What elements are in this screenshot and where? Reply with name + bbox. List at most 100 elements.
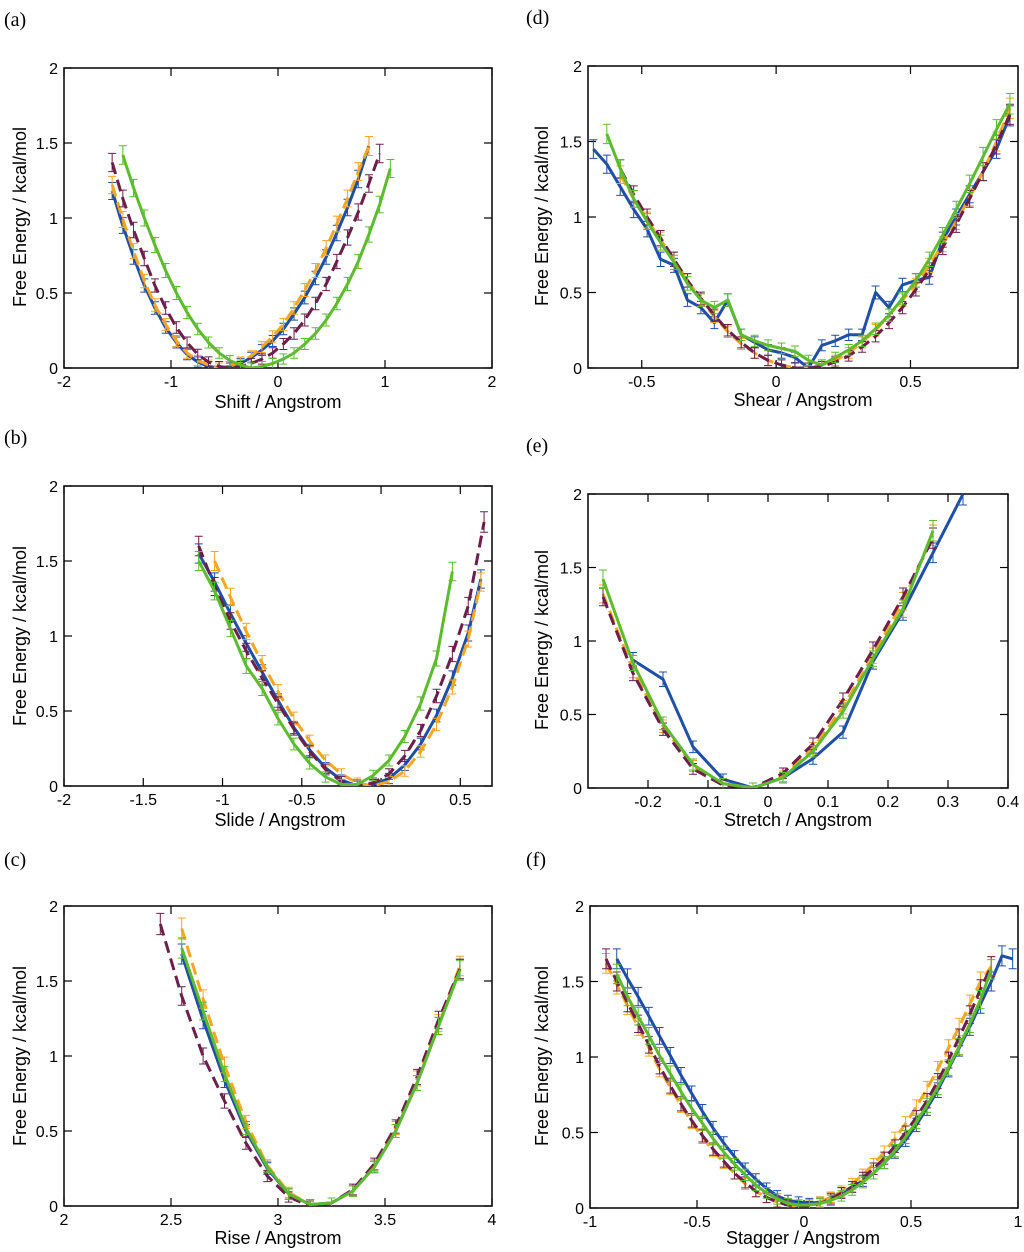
error-bar [364,174,373,193]
x-tick-label: 4 [488,1212,497,1229]
y-tick-label: 0 [49,779,58,796]
error-bar [464,596,473,616]
error-bar [290,301,299,315]
series-line-green [180,947,462,1206]
error-bar [643,213,652,230]
error-bar [241,1136,250,1150]
error-bar [416,745,425,758]
y-tick-label: 0 [49,1199,58,1216]
error-bar [210,581,219,601]
error-bar [659,671,667,687]
error-bar [226,587,235,607]
error-bar [955,1037,964,1056]
error-bar [150,278,159,293]
error-bar [644,1006,653,1026]
error-bar [289,737,298,751]
x-tick-label: -1 [215,792,229,809]
y-tick-label: 1 [573,210,582,227]
series-line-green [601,530,935,788]
error-bar [634,1006,643,1026]
error-bar [762,1187,771,1199]
error-bar [150,237,159,253]
error-bar [602,948,611,970]
x-tick-label: 3.5 [374,1212,396,1229]
error-bar [1005,93,1014,115]
error-bar [150,298,159,312]
x-axis-title: Slide / Angstrom [214,810,345,830]
error-bar [655,1026,664,1045]
series-layer [156,912,464,1206]
error-bar [337,778,346,786]
error-bar [844,344,853,356]
error-bar [416,696,425,711]
error-bar [689,758,697,771]
error-bar [156,912,165,936]
error-bar [274,696,282,711]
panel-a: (a) Shift / Angstrom Free Energy / kcal/… [4,9,497,412]
error-bar [140,209,149,227]
error-bar [289,722,298,736]
error-bar [777,342,786,355]
error-bar [432,650,441,667]
error-bar [391,1124,400,1138]
error-bar [644,1026,653,1045]
x-tick-label: 0 [772,374,781,391]
error-bar [384,768,393,780]
error-bar [242,622,251,641]
x-tick-label: -0.5 [288,792,316,809]
error-bar [108,152,117,173]
y-tick-label: 0.5 [36,704,58,721]
error-bar [225,354,234,367]
error-bar [300,282,309,298]
error-bar [448,645,457,663]
error-bar [432,688,441,704]
error-bar [976,989,985,1010]
error-bar [979,146,988,167]
error-bar [656,251,665,267]
error-bar [965,174,974,193]
error-bar [129,178,138,198]
error-bar [612,963,621,985]
x-axis-title: Shift / Angstrom [214,392,341,412]
error-bar [741,1168,750,1181]
error-bar [242,658,251,674]
x-axis-title: Stretch / Angstrom [724,810,872,830]
error-bar [300,338,309,350]
y-tick-label: 1 [49,1049,58,1066]
series-line-maroon [158,923,462,1206]
error-bar [898,291,907,306]
error-bar [751,1179,760,1192]
error-bar [794,1199,803,1208]
error-bar [831,334,840,347]
error-bar [912,1114,921,1130]
x-tick-label: 0.5 [899,374,921,391]
error-bar [118,189,127,208]
series-line-blue [632,494,965,788]
y-tick-label: 1.5 [36,974,58,991]
error-bar [779,772,787,784]
y-tick-label: 2 [573,487,582,504]
error-bar [599,569,607,590]
error-bar [247,362,256,368]
panel-d: (d) Shear / Angstrom Free Energy / kcal/… [526,7,1019,410]
error-bar [322,240,331,256]
error-bar [730,1157,739,1171]
error-bar [666,1046,675,1065]
error-bar [656,234,665,251]
error-bar [348,1185,357,1197]
error-bar [220,1065,229,1083]
error-bar [140,250,149,267]
y-tick-label: 1 [573,634,582,651]
error-bar [434,1016,443,1036]
error-bar [992,119,1001,140]
error-bar [220,1093,229,1109]
y-axis-title: Free Energy / kcal/mol [10,127,30,307]
error-bar [952,200,961,219]
y-tick-label: 1.5 [562,975,584,992]
error-bar [750,334,759,347]
error-bar [683,293,692,307]
error-bar [332,296,341,311]
error-bar [343,189,352,208]
x-tick-label: 2 [60,1212,69,1229]
